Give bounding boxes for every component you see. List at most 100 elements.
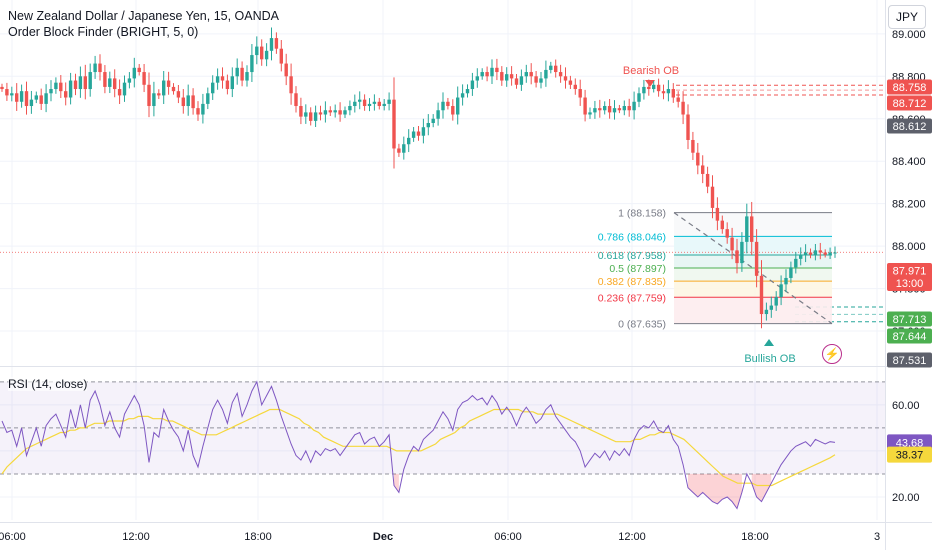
candle: [54, 82, 58, 90]
fib-level-label: 0 (87.635): [618, 319, 666, 331]
candle: [470, 80, 475, 90]
candle: [818, 250, 822, 253]
price-tag-time: 13:00: [896, 278, 924, 290]
price-tag-label: 87.644: [893, 331, 927, 343]
candle: [318, 112, 323, 115]
candle: [230, 76, 234, 90]
price-tag: [887, 263, 932, 291]
candle: [661, 91, 666, 94]
candle: [387, 99, 391, 104]
candle: [289, 76, 293, 94]
candle: [588, 112, 592, 115]
fib-level-label: 0.786 (88.046): [598, 231, 666, 243]
candle: [353, 101, 357, 107]
candle: [607, 106, 612, 113]
candle: [666, 89, 671, 94]
candle: [132, 67, 136, 79]
candle: [681, 101, 685, 115]
candle: [485, 72, 489, 77]
candle: [720, 220, 724, 230]
candle: [29, 99, 34, 107]
bearish-ob-label: Bearish OB: [623, 65, 679, 77]
candle: [730, 237, 734, 251]
candle: [519, 76, 524, 85]
candle: [49, 89, 53, 94]
rsi-tick-label: 20.00: [892, 492, 920, 504]
price-tag: [887, 311, 932, 327]
rsi-ma-tag: [887, 446, 932, 463]
candle: [593, 108, 597, 113]
bullish-ob-marker: [764, 339, 774, 346]
price-axis[interactable]: 89.00088.80088.60088.40088.20088.00087.8…: [887, 29, 932, 504]
candle: [505, 74, 509, 81]
candle: [309, 112, 313, 121]
candle: [34, 95, 38, 100]
candle: [833, 252, 837, 254]
fib-level-label: 1 (88.158): [618, 208, 666, 220]
candle: [240, 67, 244, 81]
rsi-background: [0, 381, 885, 475]
candle: [598, 108, 602, 111]
candle: [367, 103, 372, 107]
candle: [426, 123, 430, 128]
candle: [554, 65, 558, 73]
candle: [637, 93, 641, 102]
candle: [157, 93, 161, 96]
candle: [186, 95, 190, 107]
candle: [362, 99, 367, 107]
lightning-icon[interactable]: ⚡: [822, 344, 842, 364]
candlestick-series: [0, 27, 837, 329]
indicator-label[interactable]: Order Block Finder (BRIGHT, 5, 0): [8, 25, 199, 39]
candle: [166, 80, 171, 87]
candle: [64, 91, 68, 98]
candle: [269, 38, 274, 51]
candle: [313, 112, 318, 121]
candle: [573, 84, 577, 90]
candle: [652, 84, 656, 90]
candle: [88, 72, 92, 90]
bearish-ob-marker: [645, 80, 655, 87]
candle: [701, 165, 705, 174]
price-tick-label: 88.200: [892, 199, 926, 211]
rsi-current-tag: [887, 434, 932, 451]
candle: [284, 63, 288, 77]
fib-level-label: 0.236 (87.759): [598, 292, 666, 304]
candle: [176, 91, 181, 98]
candle: [754, 241, 759, 276]
time-tick-label: 3: [874, 531, 880, 543]
price-tag-label: 87.971: [893, 266, 927, 278]
candle: [705, 173, 710, 187]
candle: [392, 99, 396, 149]
currency-button[interactable]: JPY: [888, 5, 926, 29]
rsi-indicator-label[interactable]: RSI (14, close): [8, 377, 88, 391]
fib-zone: [674, 297, 832, 324]
candle: [206, 93, 210, 104]
candle: [436, 110, 440, 119]
candle: [411, 131, 416, 138]
candle: [127, 78, 132, 83]
candle: [59, 82, 63, 92]
candle: [358, 99, 362, 102]
candle: [715, 207, 720, 221]
candle: [500, 72, 504, 81]
candle: [323, 110, 328, 115]
time-axis[interactable]: 06:00 12:00 18:00 Dec 06:00 12:00 18:00 3: [0, 531, 880, 543]
candle: [563, 76, 568, 81]
candle: [279, 48, 283, 64]
candle: [769, 305, 773, 310]
candle: [68, 80, 73, 98]
candle: [529, 72, 533, 77]
bullish-ob-label: Bullish OB: [744, 353, 795, 365]
candle: [808, 252, 813, 255]
candle: [627, 106, 631, 111]
candle: [735, 250, 739, 264]
candle: [603, 106, 607, 111]
candle: [117, 89, 122, 96]
candle: [446, 101, 450, 107]
candle: [211, 82, 215, 94]
candle: [162, 80, 166, 96]
candle: [509, 74, 514, 79]
candle: [490, 67, 494, 77]
